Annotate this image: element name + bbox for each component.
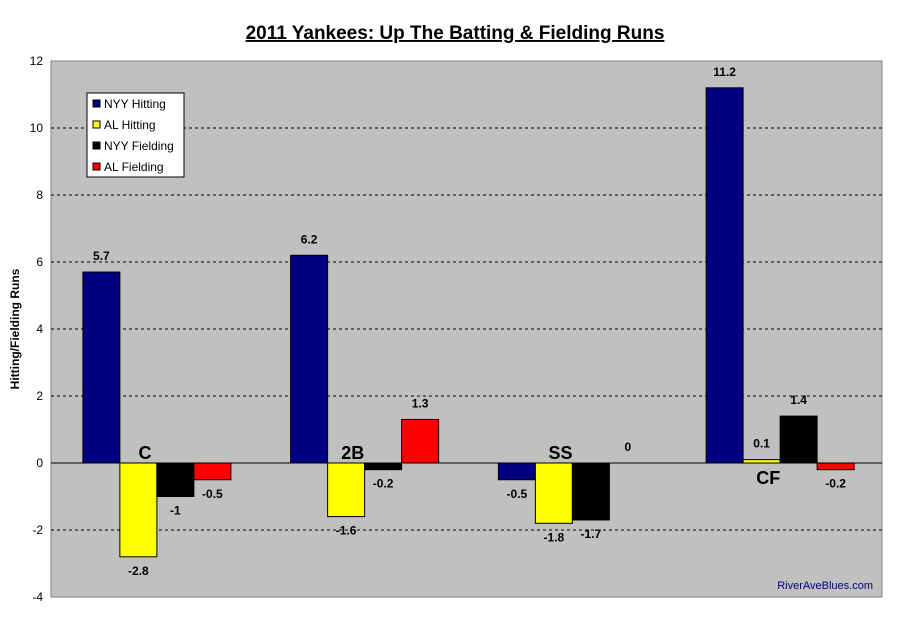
data-label: -2.8 <box>128 564 149 578</box>
y-axis-ticks: -4 -2 0 2 4 6 8 10 12 <box>30 54 44 604</box>
bar <box>742 459 781 464</box>
legend-swatch <box>92 162 101 171</box>
data-label: 5.7 <box>93 249 110 263</box>
bar <box>119 462 158 558</box>
legend-box <box>86 92 185 178</box>
data-label: -1.7 <box>581 527 602 541</box>
data-label: -0.2 <box>825 477 846 491</box>
bar <box>290 254 329 464</box>
chart-title: 2011 Yankees: Up The Batting & Fielding … <box>246 23 665 44</box>
y-axis-label: Hitting/Fielding Runs <box>8 268 22 389</box>
legend-swatch <box>92 120 101 129</box>
category-label: 2B <box>341 443 364 463</box>
y-tick-label: 12 <box>30 54 44 68</box>
bar <box>534 462 573 524</box>
data-labels: 5.7 -2.8 -1 -0.5 6.2 -1.6 -0.2 1.3 -0.5 -1.8 -1.7 0… <box>93 65 846 578</box>
data-label: 1.4 <box>790 393 807 407</box>
y-tick-label: 6 <box>36 255 43 269</box>
bar <box>327 462 366 518</box>
y-tick-label: 2 <box>36 389 43 403</box>
legend-entry: NYY Fielding <box>104 139 174 153</box>
y-tick-label: 10 <box>30 121 44 135</box>
bar <box>82 271 121 464</box>
category-label: CF <box>756 468 780 488</box>
bar <box>779 415 818 464</box>
legend: NYY Hitting AL Hitting NYY Fielding AL Fiel… <box>86 92 185 178</box>
bar <box>193 462 232 481</box>
y-tick-label: -2 <box>32 523 43 537</box>
data-label: 6.2 <box>301 232 318 246</box>
bar <box>497 462 536 481</box>
legend-swatch <box>92 99 101 108</box>
category-label: C <box>139 443 152 463</box>
data-label: -1.6 <box>336 524 357 538</box>
data-label: 0 <box>625 440 632 454</box>
legend-entry: AL Hitting <box>104 118 156 132</box>
data-label: -1 <box>170 504 181 518</box>
legend-entry: NYY Hitting <box>104 97 166 111</box>
y-tick-label: 4 <box>36 322 43 336</box>
y-tick-label: 8 <box>36 188 43 202</box>
bar <box>401 418 440 464</box>
bar <box>816 462 855 471</box>
data-label: -0.5 <box>202 487 223 501</box>
legend-entry: AL Fielding <box>104 160 164 174</box>
data-label: 11.2 <box>713 65 736 79</box>
data-label: 0.1 <box>753 437 770 451</box>
bar <box>571 462 610 521</box>
data-label: -1.8 <box>544 530 565 544</box>
bar <box>364 462 403 471</box>
category-labels: C 2B SS CF <box>139 443 781 488</box>
category-label: SS <box>549 443 573 463</box>
y-tick-label: -4 <box>32 590 43 604</box>
bar <box>705 87 744 464</box>
data-label: -0.5 <box>507 487 528 501</box>
data-label: 1.3 <box>412 396 429 410</box>
data-label: -0.2 <box>373 477 394 491</box>
watermark: RiverAveBlues.com <box>777 580 873 592</box>
bar <box>156 462 195 497</box>
legend-swatch <box>92 141 101 150</box>
y-tick-label: 0 <box>36 456 43 470</box>
